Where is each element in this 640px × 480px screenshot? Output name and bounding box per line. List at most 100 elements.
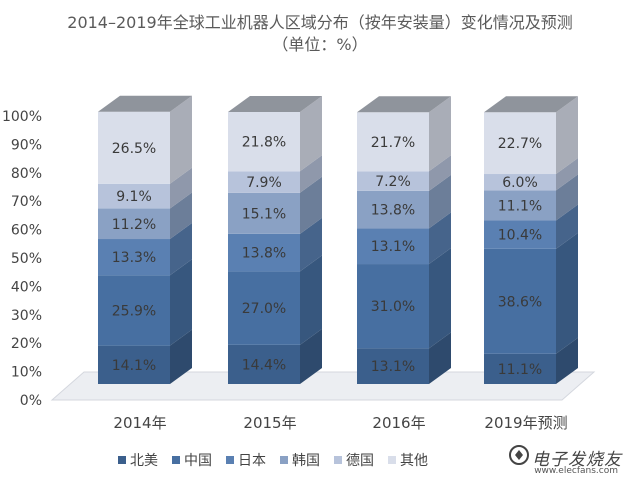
data-label: 7.9%: [246, 175, 282, 191]
bar-top-face: [228, 96, 322, 112]
bar-segment-side: [556, 232, 578, 354]
bar-segment-side: [300, 96, 322, 172]
bar-segment-side: [300, 328, 322, 384]
legend-label: 北美: [130, 453, 158, 469]
bar-segment-side: [556, 204, 578, 249]
data-label: 13.1%: [371, 359, 415, 375]
y-tick-label: 0%: [20, 393, 42, 409]
data-label: 21.8%: [242, 135, 286, 151]
watermark-logo-icon: [509, 445, 529, 465]
bar-segment-side: [556, 158, 578, 191]
y-tick-label: 70%: [11, 194, 42, 210]
data-label: 13.1%: [371, 239, 415, 255]
data-label: 26.5%: [112, 141, 156, 157]
bar-segment-side: [300, 255, 322, 345]
bar-segment-side: [429, 155, 451, 191]
data-label: 27.0%: [242, 301, 286, 317]
data-label: 9.1%: [116, 189, 152, 205]
data-label: 6.0%: [502, 175, 538, 191]
legend-item: 其他: [388, 450, 428, 470]
bar-segment-side: [429, 174, 451, 229]
chart-title-unit: （单位：%）: [272, 35, 368, 54]
bar-segment: [357, 171, 429, 191]
legend-item: 北美: [118, 450, 158, 470]
bar-segment: [484, 353, 556, 384]
legend-label: 日本: [238, 453, 266, 469]
data-label: 13.3%: [112, 250, 156, 266]
bar-segment: [228, 171, 300, 193]
bar-top-face: [484, 96, 578, 113]
data-label: 25.9%: [112, 303, 156, 319]
legend-label: 德国: [346, 453, 374, 469]
data-label: 13.8%: [242, 246, 286, 262]
watermark-domain: www.elecfans.com: [534, 466, 618, 476]
bar-segment: [484, 220, 556, 249]
bar-segment: [98, 208, 170, 240]
bar-segment: [228, 112, 300, 172]
x-category-label: 2019年预测: [484, 414, 567, 432]
bar-segment-side: [300, 155, 322, 193]
legend-swatch: [388, 456, 396, 464]
data-label: 31.0%: [371, 299, 415, 315]
data-label: 38.6%: [498, 294, 542, 310]
data-label: 10.4%: [498, 228, 542, 244]
legend-label: 韩国: [292, 453, 320, 469]
bar-segment-side: [429, 248, 451, 349]
legend-item: 中国: [172, 450, 212, 470]
data-label: 13.8%: [371, 203, 415, 219]
y-tick-label: 10%: [11, 365, 42, 381]
bar-segment: [228, 192, 300, 234]
bar-segment: [357, 264, 429, 349]
bar-segment: [484, 174, 556, 191]
data-label: 7.2%: [375, 174, 411, 190]
bar-segment-side: [429, 212, 451, 265]
legend-label: 中国: [184, 453, 212, 469]
bar-segment: [357, 112, 429, 172]
bar-segment: [98, 111, 170, 184]
chart-floor: [50, 371, 596, 401]
bar-segment: [98, 183, 170, 209]
legend-item: 德国: [334, 450, 374, 470]
bar-segment: [98, 275, 170, 346]
bar-segment: [484, 112, 556, 175]
bar-segment: [357, 348, 429, 384]
chart-legend: 北美 中国 日本 韩国 德国 其他: [118, 450, 518, 470]
bar-segment-side: [170, 95, 192, 184]
legend-swatch: [334, 456, 342, 464]
data-label: 11.1%: [498, 198, 542, 214]
legend-swatch: [118, 456, 126, 464]
bar-segment: [98, 345, 170, 384]
x-category-label: 2015年: [243, 414, 296, 432]
y-tick-label: 90%: [11, 137, 42, 153]
bar-segment-side: [300, 176, 322, 234]
data-label: 22.7%: [498, 136, 542, 152]
bar-segment-side: [170, 167, 192, 209]
bar-segment: [98, 239, 170, 276]
bar-segment: [357, 228, 429, 265]
data-label: 11.1%: [498, 362, 542, 378]
bar-segment-side: [170, 329, 192, 384]
legend-item: 韩国: [280, 450, 320, 470]
x-category-label: 2016年: [372, 414, 425, 432]
legend-swatch: [226, 456, 234, 464]
bar-segment-side: [170, 192, 192, 240]
bar-segment-side: [170, 223, 192, 276]
bar-segment: [228, 271, 300, 345]
bar-segment: [228, 344, 300, 384]
bar-segment-side: [556, 337, 578, 384]
bar-segment-side: [556, 96, 578, 175]
legend-label: 其他: [400, 453, 428, 469]
legend-swatch: [172, 456, 180, 464]
chart-title: 2014–2019年全球工业机器人区域分布（按年安装量）变化情况及预测 （单位：…: [0, 12, 640, 56]
legend-swatch: [280, 456, 288, 464]
y-tick-label: 50%: [11, 251, 42, 267]
watermark-text: 电子发烧友: [532, 450, 622, 470]
bar-top-face: [357, 96, 451, 113]
data-label: 11.2%: [112, 217, 156, 233]
bar-segment: [484, 248, 556, 354]
data-label: 15.1%: [242, 206, 286, 222]
y-tick-label: 40%: [11, 279, 42, 295]
data-label: 21.7%: [371, 135, 415, 151]
y-tick-label: 60%: [11, 223, 42, 239]
